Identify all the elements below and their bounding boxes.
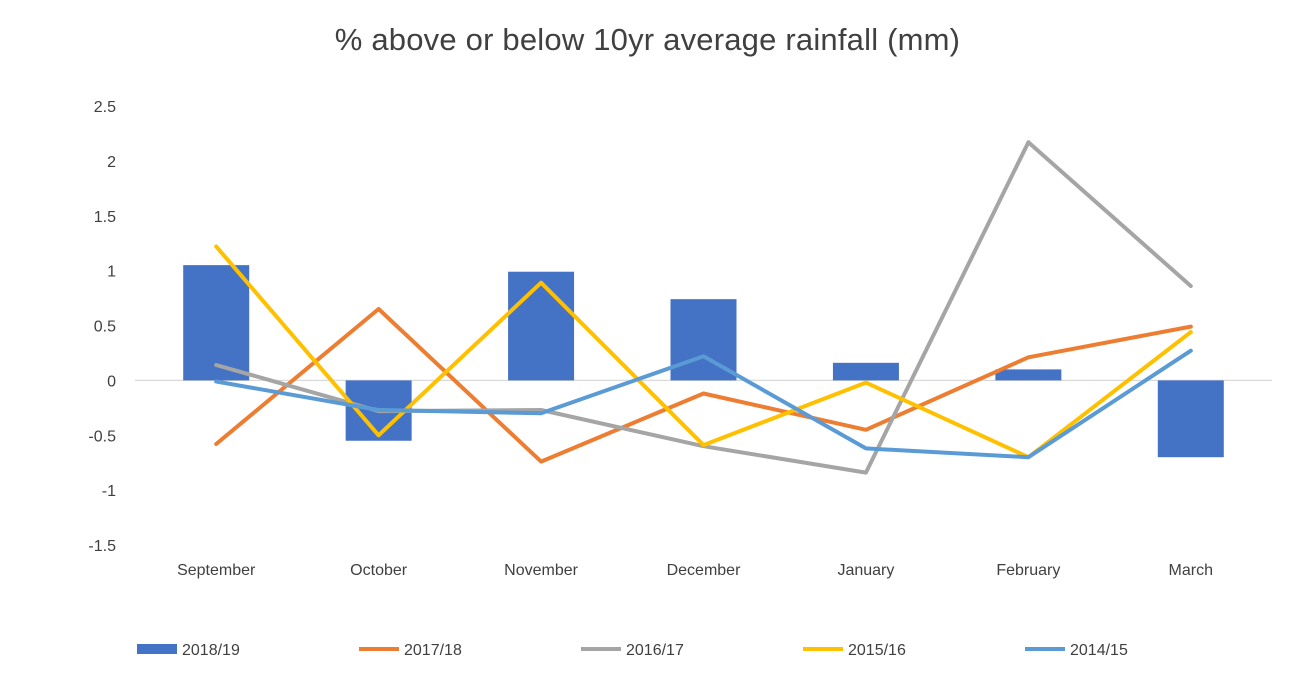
y-tick-label: -1.5 — [88, 538, 116, 555]
x-tick-label: December — [667, 562, 741, 579]
y-tick-label: 1.5 — [94, 209, 116, 226]
bar-2018-19 — [1157, 380, 1224, 458]
legend-label: 2017/18 — [404, 642, 462, 659]
y-tick-label: 0.5 — [94, 319, 116, 336]
legend-label: 2016/17 — [626, 642, 684, 659]
bar-2018-19 — [995, 369, 1062, 381]
y-tick-label: 0 — [107, 373, 116, 390]
x-tick-label: February — [996, 562, 1060, 579]
y-tick-label: 1 — [107, 264, 116, 281]
bar-2018-19 — [183, 265, 250, 381]
line-group — [214, 140, 1193, 475]
x-tick-label: January — [837, 562, 894, 579]
y-tick-label: 2 — [107, 154, 116, 171]
x-tick-label: November — [504, 562, 578, 579]
axis-group: 2.5 2 1.5 1 0.5 0 -0.5 -1 -1.5 September October No… — [88, 99, 1272, 579]
chart-title: % above or below 10yr average rainfall (… — [334, 22, 961, 57]
legend: 2018/19 2017/18 2016/17 2015/16 2014/15 — [137, 642, 1128, 659]
legend-label: 2015/16 — [848, 642, 906, 659]
bar-2018-19 — [832, 362, 899, 381]
y-tick-label: 2.5 — [94, 99, 116, 116]
y-tick-label: -0.5 — [88, 428, 116, 445]
legend-label: 2014/15 — [1070, 642, 1128, 659]
legend-label: 2018/19 — [182, 642, 240, 659]
bar-2018-19 — [508, 271, 575, 381]
line-series-2014-15 — [214, 348, 1193, 460]
y-tick-label: -1 — [102, 483, 116, 500]
x-tick-label: September — [177, 562, 256, 579]
line-series-2017-18 — [214, 307, 1193, 464]
x-tick-label: October — [350, 562, 408, 579]
x-tick-label: March — [1169, 562, 1213, 579]
legend-swatch-bar — [137, 644, 177, 654]
